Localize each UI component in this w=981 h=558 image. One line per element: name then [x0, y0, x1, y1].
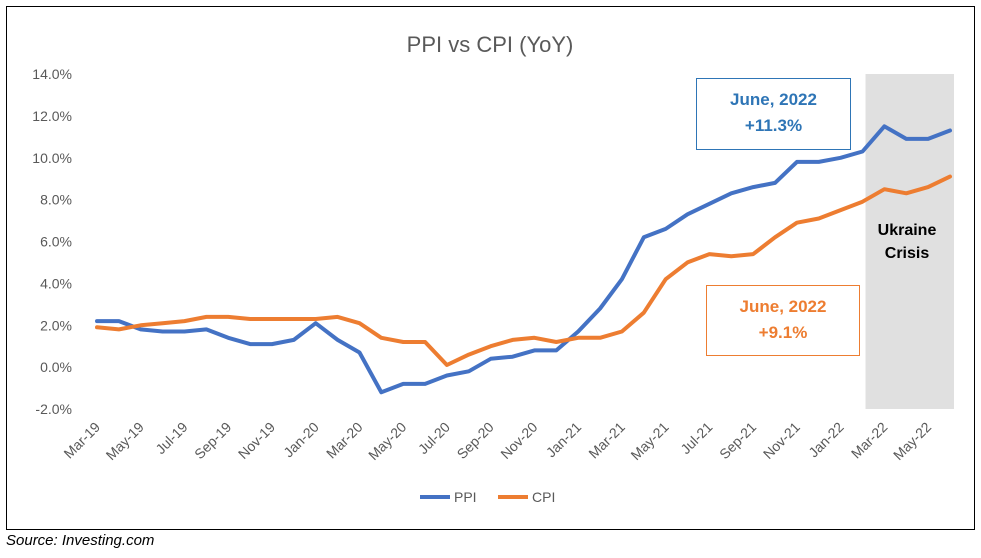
cpi-callout-date: June, 2022 — [739, 297, 827, 316]
shade-layer — [865, 74, 954, 409]
y-tick-label: 2.0% — [40, 317, 72, 333]
y-tick-label: 14.0% — [32, 66, 72, 82]
x-tick-label: Nov-19 — [235, 419, 278, 462]
series-line-ppi — [95, 124, 952, 395]
y-tick-label: 12.0% — [32, 108, 72, 124]
legend-ppi-label: PPI — [454, 489, 477, 505]
chart-svg: -2.0% 0.0% 2.0% 4.0% 6.0% 8.0% 10.0% 12.0% 14.0%… — [32, 32, 954, 505]
x-tick-label: Mar-22 — [848, 419, 891, 462]
x-tick-label: Jan-20 — [280, 419, 322, 461]
x-tick-label: Jul-21 — [677, 419, 715, 457]
ppi-callout-value: +11.3% — [744, 116, 803, 135]
y-axis-ticks: -2.0% 0.0% 2.0% 4.0% 6.0% 8.0% 10.0% 12.0% 14.0% — [32, 66, 72, 417]
y-tick-label: -2.0% — [35, 401, 72, 417]
y-tick-label: 6.0% — [40, 234, 72, 250]
x-tick-label: May-22 — [890, 419, 934, 463]
x-tick-label: Mar-21 — [585, 419, 628, 462]
x-tick-label: Jul-20 — [415, 419, 453, 457]
x-tick-label: Nov-20 — [497, 419, 540, 462]
x-tick-label: Jul-19 — [152, 419, 190, 457]
x-tick-label: May-21 — [627, 419, 671, 463]
ukraine-label-line1: Ukraine — [878, 222, 937, 239]
legend-cpi-label: CPI — [532, 489, 555, 505]
series-layer — [95, 124, 952, 395]
chart-title: PPI vs CPI (YoY) — [407, 32, 574, 57]
ukraine-crisis-shade — [865, 74, 954, 409]
x-tick-label: Jan-21 — [543, 419, 585, 461]
x-tick-label: May-19 — [103, 419, 147, 463]
x-tick-label: May-20 — [365, 419, 409, 463]
x-axis-ticks: Mar-19 May-19 Jul-19 Sep-19 Nov-19 Jan-20 Mar-… — [60, 419, 934, 463]
ppi-callout: June, 2022 +11.3% — [696, 78, 851, 150]
x-tick-label: Sep-20 — [454, 419, 497, 462]
cpi-callout: June, 2022 +9.1% — [706, 285, 860, 356]
x-tick-label: Mar-20 — [323, 419, 366, 462]
source-note: Source: Investing.com — [6, 532, 155, 549]
y-tick-label: 8.0% — [40, 192, 72, 208]
x-tick-label: Jan-22 — [805, 419, 847, 461]
x-tick-label: Mar-19 — [60, 419, 103, 462]
ukraine-label-line2: Crisis — [885, 245, 930, 262]
series-line-cpi — [95, 174, 952, 367]
ppi-callout-date: June, 2022 — [730, 90, 817, 109]
x-tick-label: Sep-19 — [191, 419, 234, 462]
x-tick-label: Sep-21 — [716, 419, 759, 462]
y-tick-label: 0.0% — [40, 359, 72, 375]
y-tick-label: 4.0% — [40, 275, 72, 291]
legend: PPI CPI — [420, 489, 555, 505]
cpi-callout-value: +9.1% — [758, 323, 808, 342]
y-tick-label: 10.0% — [32, 150, 72, 166]
x-tick-label: Nov-21 — [760, 419, 803, 462]
